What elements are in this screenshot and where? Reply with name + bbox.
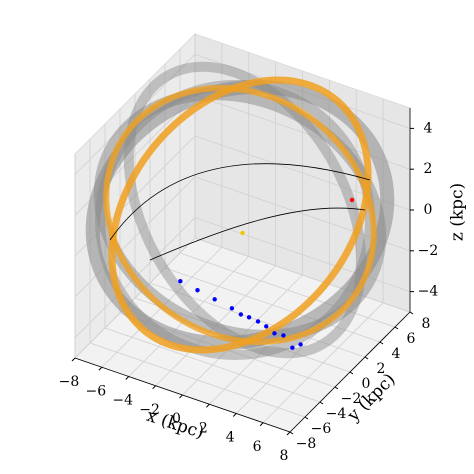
- x-tick-label: 6: [253, 439, 262, 455]
- z-tick-label: 4: [424, 120, 433, 136]
- y-tick: [319, 401, 324, 405]
- y-tick-label: −8: [296, 436, 317, 452]
- y-tick-label: 0: [362, 376, 371, 392]
- orbit: [109, 163, 371, 261]
- y-tick: [379, 341, 384, 345]
- x-tick: [232, 413, 237, 417]
- axis-line: [289, 311, 411, 433]
- x-tick: [125, 376, 130, 380]
- grid-line: [104, 327, 321, 403]
- x-tick: [286, 431, 291, 436]
- x-tick-label: 0: [172, 411, 181, 427]
- point: [240, 230, 245, 236]
- orbit: [108, 76, 372, 354]
- x-tick-label: 8: [280, 448, 289, 464]
- x-tick-label: 4: [226, 430, 235, 446]
- grid-line: [74, 176, 196, 298]
- y-tick: [349, 371, 354, 375]
- x-tick-label: −2: [139, 402, 160, 418]
- point: [255, 319, 261, 324]
- x-tick: [179, 394, 183, 399]
- y-tick: [289, 431, 294, 435]
- point: [238, 312, 244, 317]
- orbit: [123, 61, 367, 359]
- x-tick: [206, 403, 210, 408]
- y-tick: [409, 311, 414, 315]
- grid-line: [179, 252, 396, 328]
- x-tick: [152, 385, 156, 390]
- z-tick-label: 2: [424, 161, 433, 177]
- orbit: [93, 88, 387, 342]
- orbit: [103, 85, 377, 345]
- point: [195, 288, 200, 293]
- x-tick-label: −6: [86, 383, 107, 399]
- x-tick-label: 2: [199, 420, 208, 436]
- z-tick-label: 0: [424, 202, 433, 218]
- point: [229, 306, 235, 311]
- point: [272, 331, 277, 336]
- y-tick-label: −2: [341, 391, 362, 407]
- x-tick-label: −8: [59, 374, 80, 390]
- grid-line: [164, 267, 381, 343]
- point: [264, 324, 269, 329]
- x-tick-label: −4: [112, 393, 133, 409]
- point: [349, 197, 355, 203]
- point: [246, 315, 252, 320]
- z-tick-label: −4: [418, 284, 439, 300]
- point: [281, 333, 286, 338]
- point: [290, 345, 295, 350]
- x-tick: [259, 422, 264, 427]
- point: [212, 297, 217, 302]
- point: [298, 342, 303, 347]
- y-tick-label: 4: [392, 346, 401, 362]
- orbits: [85, 61, 395, 360]
- y-tick: [364, 356, 369, 360]
- axis-line: [74, 357, 291, 433]
- y-tick-label: 8: [422, 316, 431, 332]
- z-tick-label: −2: [418, 243, 439, 259]
- x-tick: [98, 366, 103, 371]
- y-tick-label: 6: [407, 331, 416, 347]
- y-tick: [304, 416, 309, 420]
- grid-line: [89, 342, 306, 418]
- y-tick: [394, 326, 399, 330]
- point: [178, 279, 183, 284]
- x-tick: [71, 357, 76, 362]
- y-tick-label: −4: [326, 406, 347, 422]
- y-tick: [334, 386, 339, 390]
- z-axis-label: z (kpc): [448, 183, 468, 241]
- y-tick-label: −6: [311, 421, 332, 437]
- y-tick-label: 2: [377, 361, 386, 377]
- grid-line: [194, 237, 411, 313]
